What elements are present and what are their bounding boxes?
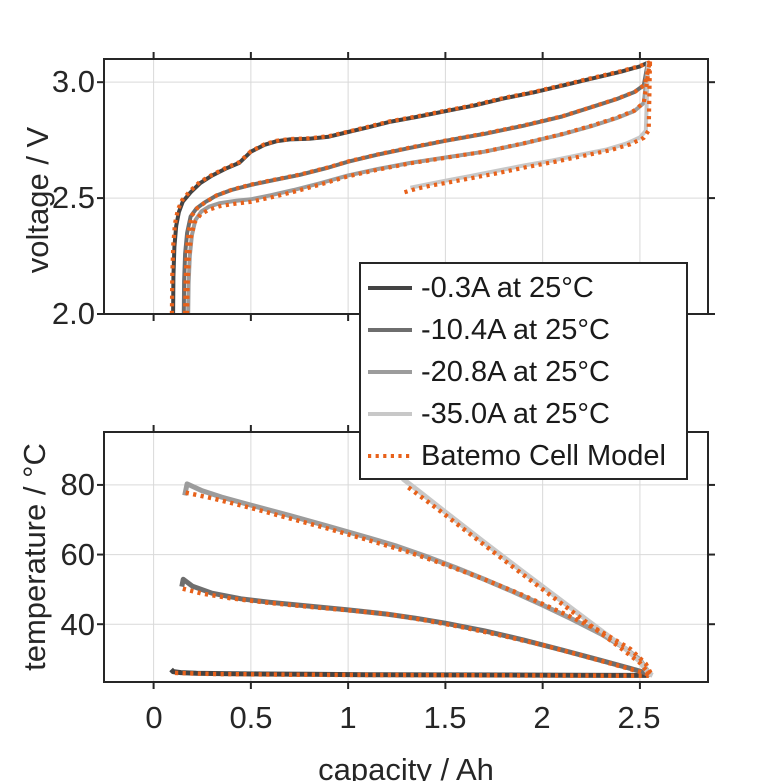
chart-0 bbox=[97, 52, 715, 321]
series-line bbox=[403, 61, 653, 195]
series-line bbox=[183, 60, 653, 315]
series-line bbox=[407, 485, 652, 676]
legend-dotted-line-sample-icon bbox=[368, 454, 412, 458]
legend-label: Batemo Cell Model bbox=[421, 440, 666, 472]
legend-entry-0-3A: -0.3A at 25°C bbox=[361, 267, 686, 309]
legend-line-sample-icon bbox=[368, 370, 412, 374]
series-line bbox=[185, 60, 653, 315]
ytick-label-temp-40: 40 bbox=[60, 607, 95, 642]
legend-label: -10.4A at 25°C bbox=[421, 314, 610, 346]
series-line bbox=[185, 490, 654, 677]
voltage-axis-label: voltage / V bbox=[20, 126, 55, 274]
series-line bbox=[169, 667, 649, 678]
series-line bbox=[169, 60, 653, 315]
xtick-label-2: 2 bbox=[533, 700, 551, 735]
xtick-label-0-5: 0.5 bbox=[229, 700, 273, 735]
series-line bbox=[182, 481, 654, 678]
ytick-label-temp-60: 60 bbox=[60, 537, 95, 572]
ytick-label-voltage-2-5: 2.5 bbox=[51, 180, 95, 215]
series-line bbox=[179, 576, 652, 678]
legend-entry-35-0A: -35.0A at 25°C bbox=[361, 393, 686, 435]
legend-line-sample-icon bbox=[368, 412, 412, 416]
chart-1 bbox=[97, 425, 715, 689]
xtick-label-1-5: 1.5 bbox=[423, 700, 467, 735]
legend-label: -20.8A at 25°C bbox=[421, 356, 610, 388]
temperature-axis-label: temperature / °C bbox=[17, 443, 52, 671]
legend-line-sample-icon bbox=[368, 286, 412, 290]
series-line bbox=[182, 586, 652, 678]
series-line bbox=[410, 61, 651, 190]
ytick-label-voltage-2-0: 2.0 bbox=[51, 296, 95, 331]
legend-label: -0.3A at 25°C bbox=[421, 272, 594, 304]
xtick-label-0: 0 bbox=[145, 700, 163, 735]
capacity-axis-label: capacity / Ah bbox=[318, 752, 494, 781]
legend-entry-10-4A: -10.4A at 25°C bbox=[361, 309, 686, 351]
ytick-label-voltage-3-0: 3.0 bbox=[51, 64, 95, 99]
legend-entry-20-8A: -20.8A at 25°C bbox=[361, 351, 686, 393]
series-line bbox=[181, 60, 651, 315]
xtick-label-2-5: 2.5 bbox=[617, 700, 661, 735]
legend-label: -35.0A at 25°C bbox=[421, 398, 610, 430]
xtick-label-1: 1 bbox=[339, 700, 357, 735]
legend-line-sample-icon bbox=[368, 328, 412, 332]
series-line bbox=[174, 670, 649, 678]
legend: -0.3A at 25°C -10.4A at 25°C -20.8A at 2… bbox=[359, 262, 688, 480]
ytick-label-temp-80: 80 bbox=[60, 467, 95, 502]
legend-entry-batemo-model: Batemo Cell Model bbox=[361, 435, 686, 477]
